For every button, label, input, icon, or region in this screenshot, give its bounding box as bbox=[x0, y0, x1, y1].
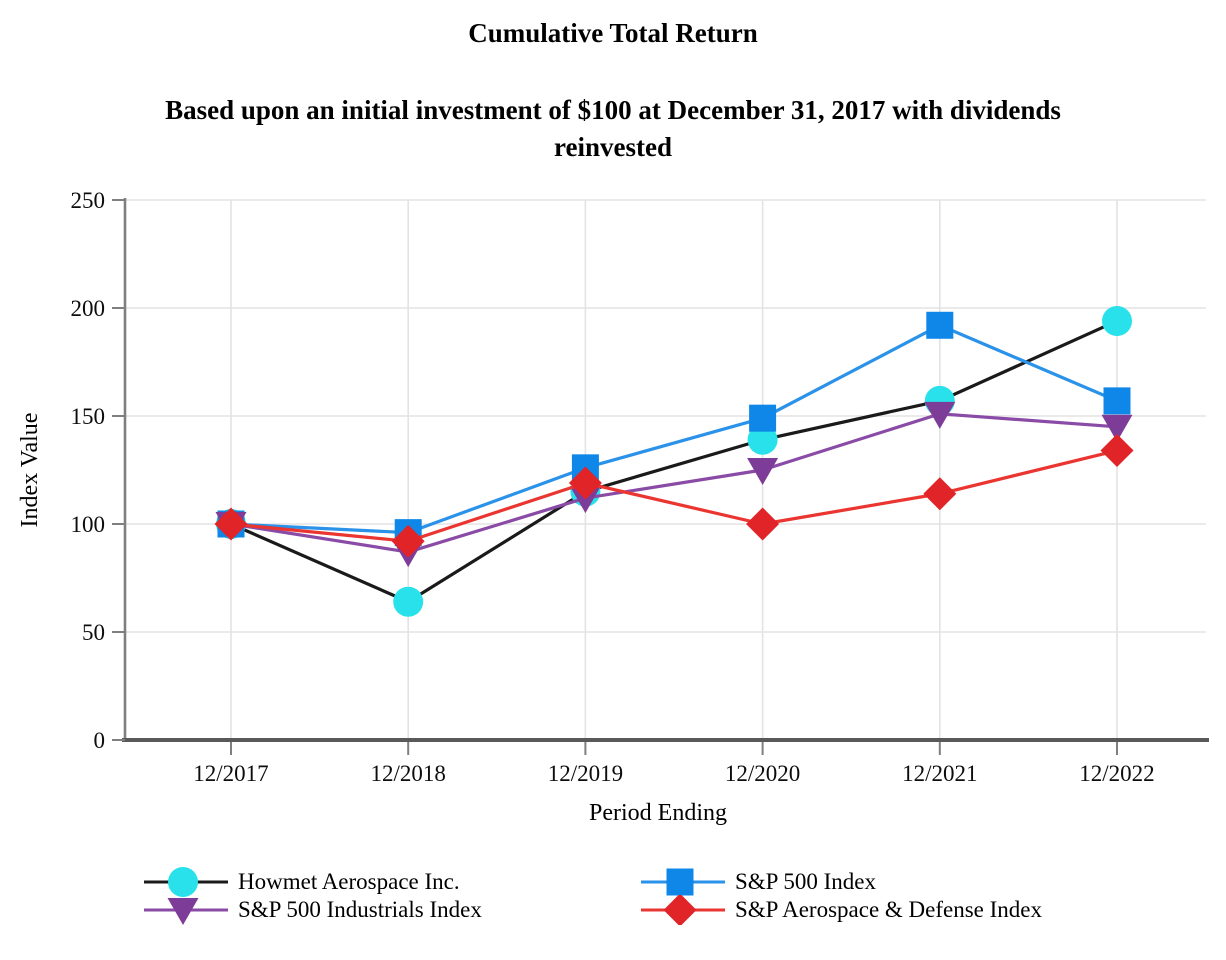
y-tick-label: 150 bbox=[71, 404, 106, 429]
square-marker bbox=[1103, 387, 1131, 415]
legend-swatch bbox=[641, 893, 725, 927]
circle-marker bbox=[1102, 305, 1132, 336]
y-tick-label: 50 bbox=[82, 620, 105, 645]
square-marker bbox=[926, 311, 954, 339]
series-3 bbox=[214, 434, 1134, 558]
x-axis-label: Period Ending bbox=[589, 800, 727, 826]
x-tick-label: 12/2017 bbox=[193, 761, 268, 786]
series-2 bbox=[215, 401, 1133, 568]
cumulative-return-chart: 0 50 100 150 200 250 12/2017 12/2018 12/2019 12/2… bbox=[71, 188, 1209, 786]
diamond-marker bbox=[923, 477, 957, 511]
legend-label: Howmet Aerospace Inc. bbox=[238, 869, 460, 894]
aero-defense-line-diamond-marker-swatch bbox=[640, 893, 726, 927]
legend-swatch bbox=[144, 867, 228, 897]
legend-swatch bbox=[144, 898, 228, 925]
triangle-down-marker bbox=[569, 486, 601, 514]
triangle-down-icon bbox=[167, 898, 199, 925]
series-line bbox=[229, 448, 1119, 543]
legend-item-sp500: S&P 500 Index bbox=[640, 868, 1042, 896]
chart-subtitle: Based upon an initial investment of $100… bbox=[165, 95, 1061, 162]
square-icon bbox=[666, 868, 694, 896]
legend-swatch bbox=[641, 868, 725, 896]
y-tick-label: 250 bbox=[71, 188, 106, 213]
series-line bbox=[229, 323, 1119, 535]
chart-legend: Howmet Aerospace Inc. S&P 500 Index S&P … bbox=[143, 867, 1043, 927]
x-tick-label: 12/2021 bbox=[902, 761, 977, 786]
y-tick-label: 200 bbox=[71, 296, 106, 321]
x-tick-label: 12/2020 bbox=[725, 761, 800, 786]
legend-item-sp-aero-defense: S&P Aerospace & Defense Index bbox=[640, 893, 1043, 927]
square-marker bbox=[749, 404, 777, 432]
legend-label: S&P Aerospace & Defense Index bbox=[735, 897, 1043, 922]
series-1 bbox=[217, 311, 1131, 547]
industrials-line-triangle-marker-swatch bbox=[143, 895, 229, 925]
series-0 bbox=[216, 305, 1132, 617]
legend-item-sp500-industrials: S&P 500 Industrials Index bbox=[143, 895, 640, 925]
diamond-marker bbox=[746, 507, 780, 541]
x-tick-label: 12/2022 bbox=[1079, 761, 1154, 786]
diamond-icon bbox=[663, 893, 697, 927]
y-axis-label: Index Value bbox=[17, 412, 43, 528]
circle-marker bbox=[393, 586, 424, 617]
y-tick-label: 100 bbox=[71, 512, 106, 537]
y-tick-label: 0 bbox=[94, 728, 106, 753]
legend-label: S&P 500 Index bbox=[735, 869, 876, 894]
chart-title: Cumulative Total Return bbox=[468, 18, 758, 48]
circle-icon bbox=[168, 867, 198, 897]
legend-label: S&P 500 Industrials Index bbox=[238, 897, 482, 922]
x-tick-label: 12/2019 bbox=[548, 761, 623, 786]
circle-marker bbox=[747, 424, 778, 455]
triangle-down-marker bbox=[1101, 414, 1133, 442]
series-line bbox=[229, 412, 1119, 554]
series-line bbox=[229, 319, 1119, 604]
diamond-marker bbox=[1100, 434, 1134, 468]
triangle-down-marker bbox=[924, 401, 956, 429]
legend-item-howmet: Howmet Aerospace Inc. bbox=[143, 867, 640, 897]
diamond-marker bbox=[391, 524, 425, 558]
x-tick-label: 12/2018 bbox=[371, 761, 446, 786]
triangle-down-marker bbox=[747, 458, 779, 485]
diamond-marker bbox=[568, 466, 602, 500]
howmet-line-circle-marker-swatch bbox=[143, 867, 229, 897]
sp500-line-square-marker-swatch bbox=[640, 867, 726, 897]
diamond-marker bbox=[214, 507, 248, 541]
